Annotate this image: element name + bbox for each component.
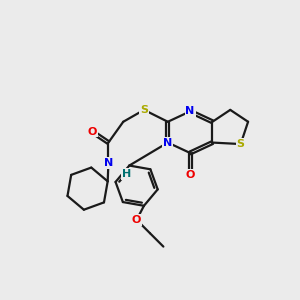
- Text: S: S: [237, 139, 245, 149]
- Text: O: O: [185, 170, 195, 180]
- Text: S: S: [140, 105, 148, 115]
- Text: O: O: [87, 127, 97, 136]
- Text: N: N: [104, 158, 113, 168]
- Text: H: H: [122, 169, 131, 179]
- Text: N: N: [163, 138, 172, 148]
- Text: O: O: [132, 215, 141, 225]
- Text: N: N: [185, 106, 195, 116]
